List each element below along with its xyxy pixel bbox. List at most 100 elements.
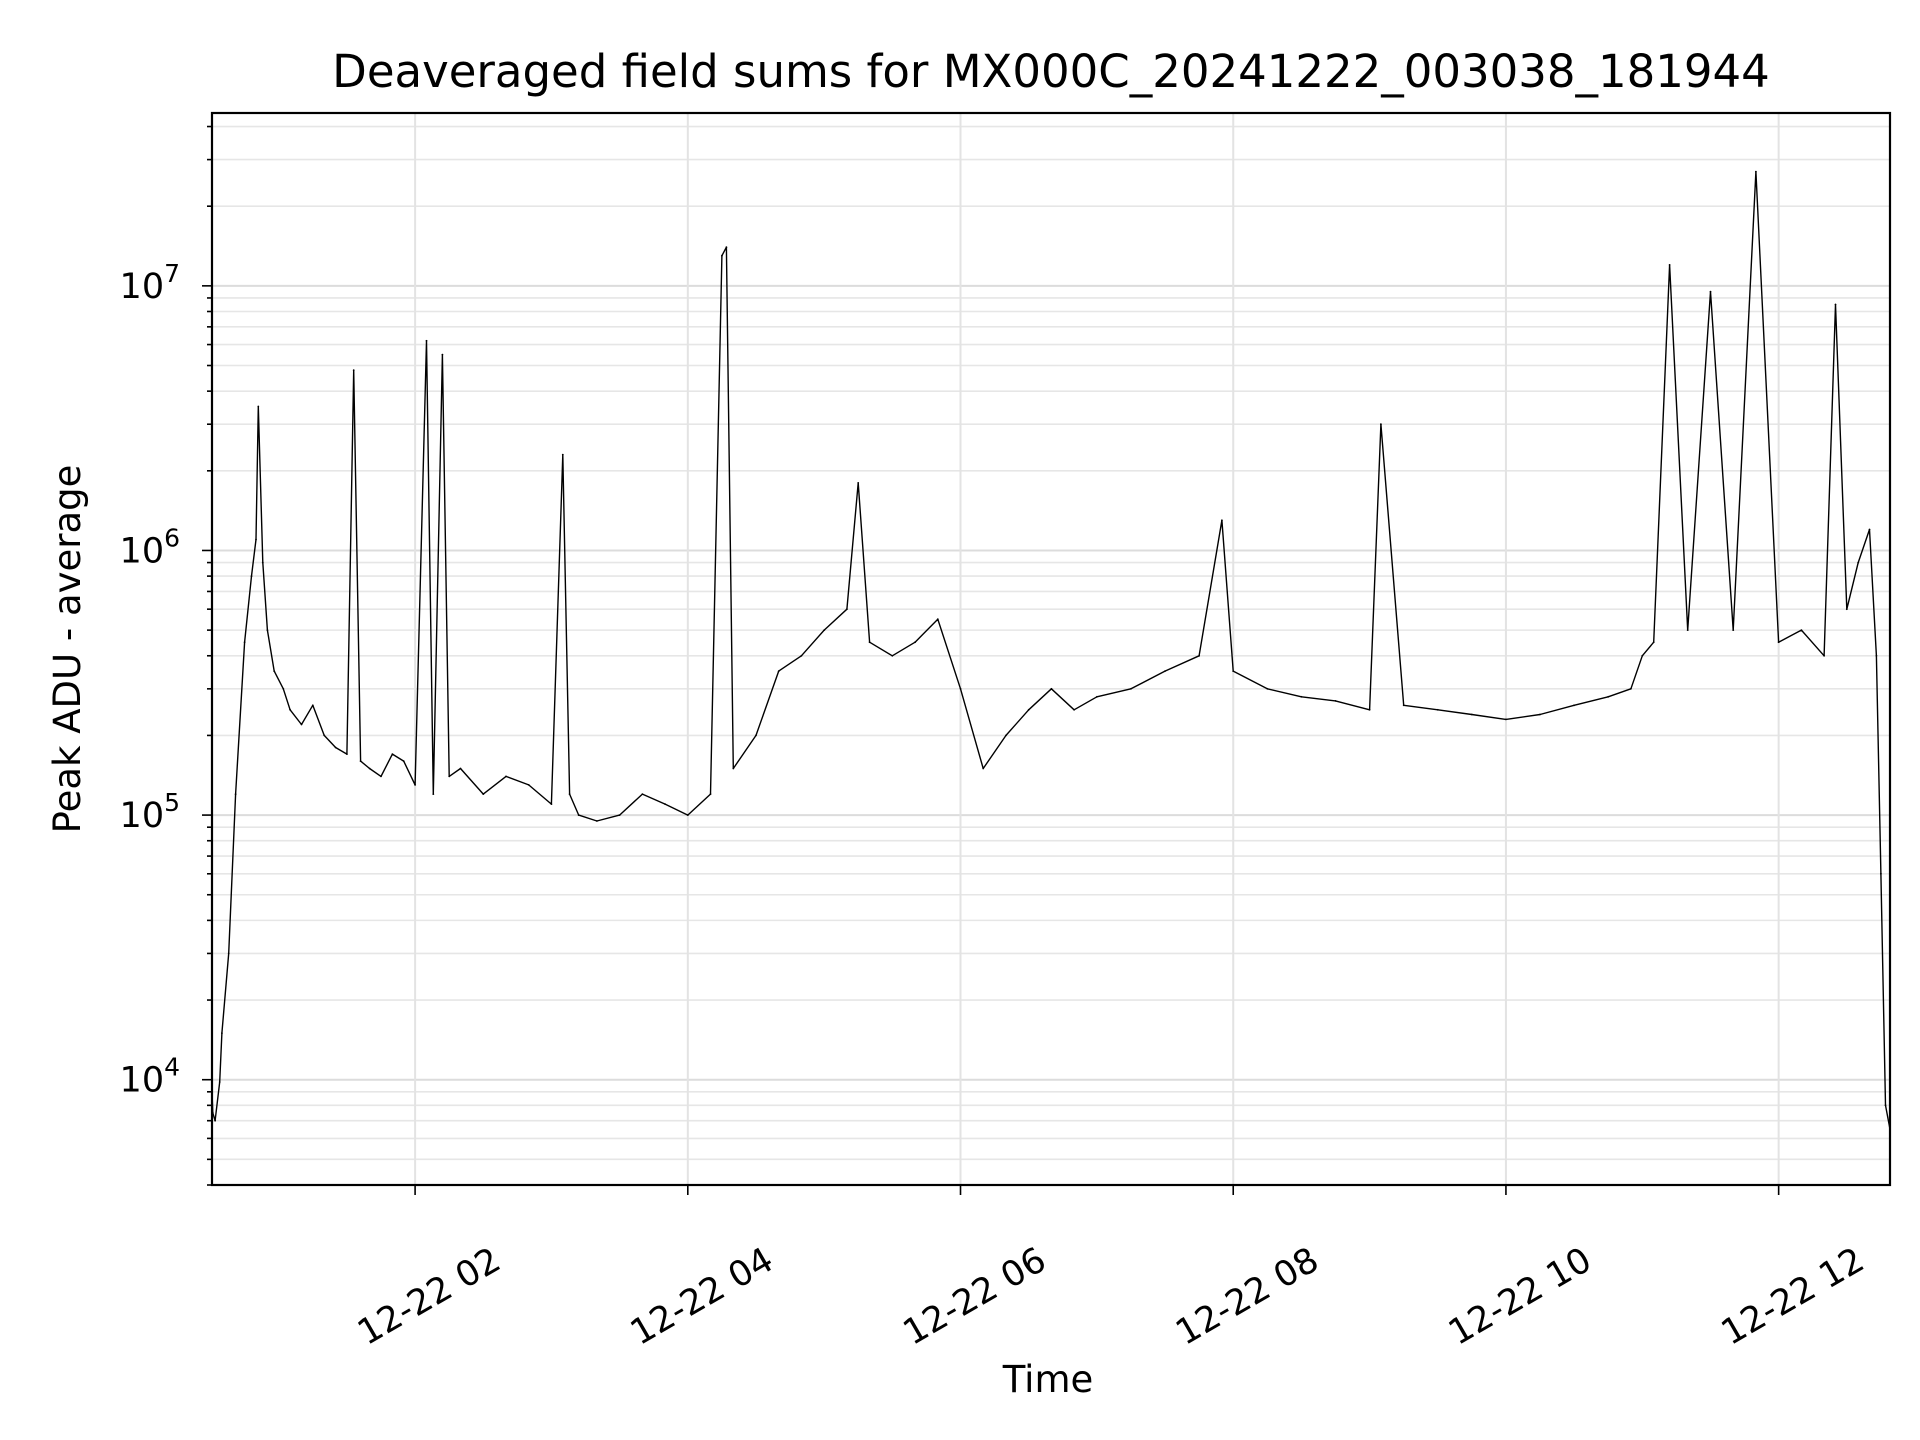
- data-point: [1402, 704, 1405, 707]
- data-point: [1470, 713, 1473, 716]
- data-point: [561, 453, 564, 456]
- data-point: [1800, 629, 1803, 631]
- data-point: [686, 814, 689, 816]
- data-point: [1539, 713, 1541, 716]
- series-line: [211, 170, 1891, 1130]
- data-point: [1777, 641, 1780, 644]
- data-point: [868, 641, 871, 644]
- data-point: [282, 687, 285, 690]
- data-point: [459, 767, 462, 770]
- data-point: [1436, 708, 1439, 711]
- data-point: [982, 767, 985, 770]
- data-point: [255, 538, 257, 541]
- data-point: [1050, 687, 1053, 690]
- data-point: [311, 704, 314, 707]
- data-point: [1005, 734, 1007, 737]
- data-point: [414, 784, 416, 786]
- data-point: [352, 369, 355, 372]
- data-point: [959, 687, 962, 690]
- data-point: [846, 608, 848, 611]
- data-point: [1334, 700, 1337, 702]
- data-point: [1300, 695, 1303, 698]
- data-point: [596, 820, 598, 822]
- data-point: [664, 803, 666, 805]
- data-point: [725, 246, 728, 249]
- y-axis: 104 105 106 107: [120, 125, 212, 1186]
- data-point: [227, 952, 230, 955]
- data-point: [1505, 718, 1507, 721]
- data-point: [721, 254, 723, 257]
- data-point: [1686, 629, 1689, 631]
- data-point: [391, 753, 394, 755]
- data-point: [568, 793, 571, 795]
- data-point: [1880, 872, 1882, 875]
- data-point: [777, 670, 780, 672]
- data-point: [800, 654, 803, 657]
- data-point: [323, 734, 326, 737]
- data-point: [425, 339, 428, 342]
- data-point: [334, 746, 337, 749]
- data-point: [441, 353, 444, 356]
- data-point: [505, 775, 507, 778]
- data-point: [732, 767, 735, 770]
- data-point: [1073, 708, 1075, 711]
- data-point: [1668, 264, 1671, 266]
- data-point: [1884, 1104, 1887, 1107]
- data-point: [1630, 687, 1632, 690]
- data-point: [218, 1081, 221, 1083]
- data-point: [527, 784, 530, 786]
- data-point: [261, 561, 264, 564]
- data-point: [234, 793, 237, 795]
- data-point: [221, 1032, 223, 1034]
- data-point: [1130, 687, 1132, 690]
- series-layer: [211, 170, 1891, 1131]
- chart-title: Deaveraged field sums for MX000C_2024122…: [332, 45, 1770, 98]
- data-point: [618, 814, 621, 816]
- data-point: [1232, 670, 1235, 672]
- data-point: [914, 641, 916, 644]
- data-point: [1652, 641, 1655, 644]
- data-point: [1198, 654, 1200, 657]
- data-point: [1709, 290, 1712, 293]
- data-point: [1868, 528, 1871, 531]
- y-tick-label: 105: [120, 788, 180, 836]
- data-point: [1875, 654, 1878, 657]
- data-point: [755, 734, 757, 737]
- data-point: [1573, 704, 1575, 707]
- data-point: [1266, 687, 1269, 690]
- data-point: [432, 793, 435, 795]
- data-point: [289, 708, 291, 711]
- data-point: [1857, 561, 1860, 564]
- data-point: [641, 793, 644, 795]
- y-tick-label: 107: [120, 259, 180, 307]
- data-point: [359, 760, 362, 762]
- data-point: [214, 1119, 217, 1122]
- data-point: [448, 775, 451, 778]
- data-point: [1845, 608, 1848, 611]
- data-point: [1607, 695, 1610, 698]
- data-point: [266, 629, 269, 631]
- data-point: [250, 575, 253, 577]
- data-point: [936, 618, 939, 621]
- data-point: [380, 775, 382, 778]
- x-axis-label: Time: [1002, 1358, 1094, 1401]
- data-point: [1641, 654, 1644, 657]
- data-point: [368, 767, 371, 770]
- data-point: [402, 760, 405, 762]
- data-point: [1096, 695, 1098, 698]
- y-tick-label: 104: [120, 1053, 180, 1101]
- data-point: [482, 793, 485, 795]
- data-point: [1164, 670, 1166, 672]
- data-point: [346, 753, 348, 755]
- data-point: [257, 405, 260, 408]
- data-point: [300, 723, 303, 726]
- data-point: [1834, 303, 1837, 306]
- data-point: [891, 654, 894, 657]
- y-tick-label: 106: [120, 523, 180, 571]
- data-point: [1823, 654, 1825, 657]
- data-point: [1368, 708, 1371, 711]
- grid: [212, 113, 1890, 1186]
- data-point: [1221, 519, 1223, 522]
- data-point: [550, 803, 553, 805]
